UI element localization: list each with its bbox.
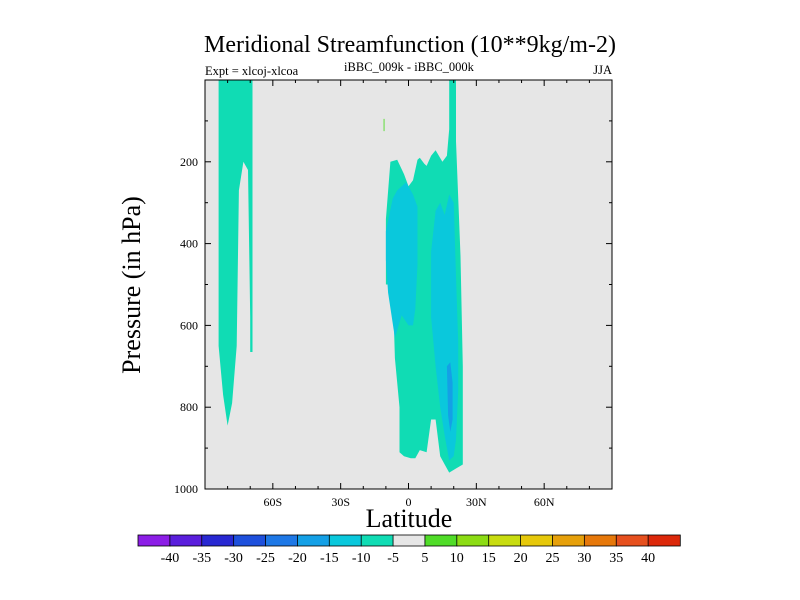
colorbar-box <box>297 534 330 547</box>
colorbar-label: -20 <box>288 551 307 566</box>
x-tick-label: 30S <box>331 495 350 509</box>
colorbar-box <box>615 534 649 547</box>
contour-region-tropical-cell-deep <box>446 362 453 432</box>
colorbar-box <box>647 534 681 547</box>
colorbar-label: -30 <box>224 551 243 566</box>
colorbar-label: 30 <box>577 551 591 566</box>
plot-area: 60S 30S 0 30N 60N 200 400 600 800 1000 <box>174 79 613 509</box>
colorbar-box <box>583 534 617 547</box>
right-subtitle: JJA <box>593 63 612 77</box>
colorbar-box <box>328 534 362 547</box>
colorbar-label: 5 <box>421 551 428 566</box>
y-tick-label: 600 <box>180 318 198 332</box>
x-tick-label: 60S <box>263 495 282 509</box>
y-tick-label: 400 <box>180 237 198 251</box>
colorbar-box <box>488 534 522 547</box>
colorbar-label: -35 <box>192 551 211 566</box>
contour-region-tropical-cell-core-west <box>385 182 418 338</box>
colorbar-label: 20 <box>514 551 528 566</box>
colorbar-label: -15 <box>320 551 339 566</box>
colorbar-box <box>265 534 299 547</box>
colorbar-label: 15 <box>482 551 496 566</box>
colorbar-box <box>392 534 426 547</box>
colorbar-box <box>424 534 458 547</box>
colorbar-box <box>169 534 203 547</box>
colorbar-box <box>201 534 235 547</box>
colorbar-box <box>137 534 171 547</box>
center-subtitle: iBBC_009k - iBBC_000k <box>344 60 475 74</box>
colorbar: -40 -35 -30 -25 -20 -15 -10 -5 5 10 15 20 25 30 35 40 <box>137 534 681 566</box>
colorbar-box <box>360 534 394 547</box>
left-subtitle: Expt = xlcoj-xlcoa <box>205 64 299 78</box>
colorbar-label: 40 <box>641 551 655 566</box>
colorbar-label: 25 <box>546 551 560 566</box>
y-tick-label: 200 <box>180 155 198 169</box>
colorbar-label: 35 <box>609 551 623 566</box>
x-tick-label: 30N <box>466 495 487 509</box>
colorbar-box <box>233 534 267 547</box>
y-tick-label: 800 <box>180 400 198 414</box>
y-axis-label: Pressure (in hPa) <box>117 196 146 374</box>
x-tick-label: 0 <box>406 495 412 509</box>
colorbar-label: -25 <box>256 551 275 566</box>
colorbar-box <box>456 534 490 547</box>
y-tick-label: 1000 <box>174 482 198 496</box>
x-tick-label: 60N <box>534 495 555 509</box>
colorbar-label: -5 <box>387 551 399 566</box>
axis-ticks: 60S 30S 0 30N 60N 200 400 600 800 1000 <box>174 80 612 509</box>
contour-region-upper-positive-blip <box>383 118 385 132</box>
contour-regions <box>218 80 463 473</box>
colorbar-box <box>520 534 554 547</box>
chart-title: Meridional Streamfunction (10**9kg/m-2) <box>204 32 616 58</box>
colorbar-label: 10 <box>450 551 464 566</box>
x-axis-label: Latitude <box>366 504 453 533</box>
colorbar-label: -10 <box>352 551 371 566</box>
contour-region-south-polar-cell <box>218 80 253 426</box>
colorbar-box <box>552 534 586 547</box>
colorbar-label: -40 <box>161 551 180 566</box>
